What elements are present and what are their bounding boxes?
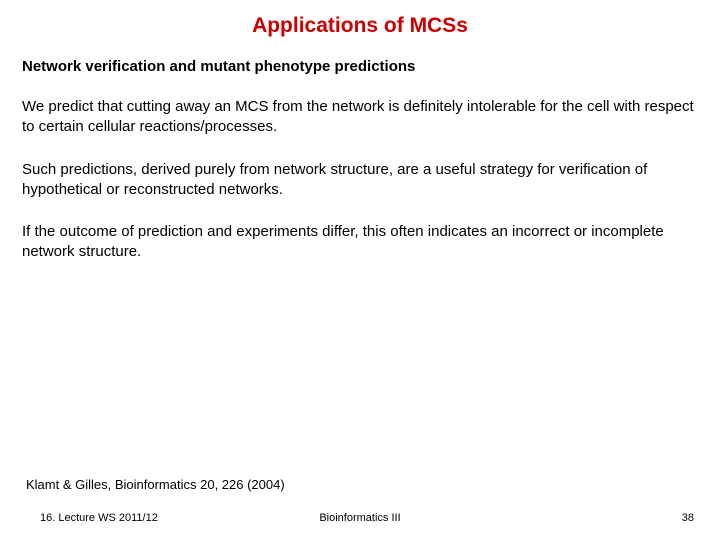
footer-center: Bioinformatics III bbox=[0, 512, 720, 524]
section-subheading: Network verification and mutant phenotyp… bbox=[22, 58, 698, 75]
paragraph-1: We predict that cutting away an MCS from… bbox=[22, 97, 698, 138]
footer-right: 38 bbox=[682, 512, 694, 524]
citation-text: Klamt & Gilles, Bioinformatics 20, 226 (… bbox=[26, 477, 285, 492]
paragraph-3: If the outcome of prediction and experim… bbox=[22, 222, 698, 263]
slide-title: Applications of MCSs bbox=[0, 14, 720, 38]
paragraph-2: Such predictions, derived purely from ne… bbox=[22, 160, 698, 201]
slide-body: Network verification and mutant phenotyp… bbox=[22, 58, 698, 285]
slide: Applications of MCSs Network verificatio… bbox=[0, 0, 720, 540]
